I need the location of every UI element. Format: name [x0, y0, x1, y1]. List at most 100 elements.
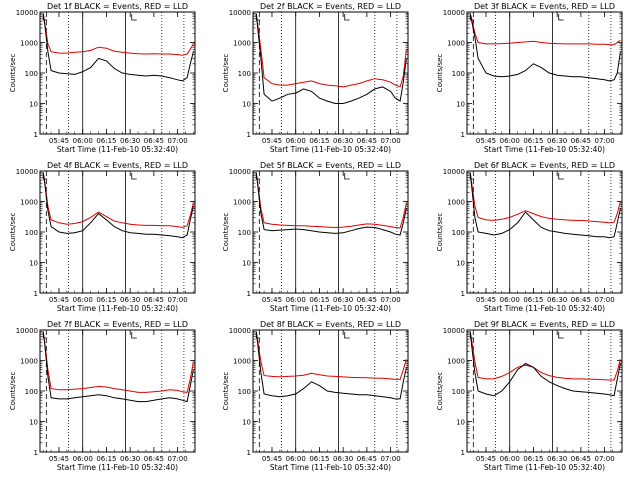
series-lld-line: [469, 172, 621, 224]
x-tick-label: 06:00: [500, 296, 520, 304]
plot-frame: [252, 170, 409, 294]
y-tick-label: 10: [456, 260, 465, 268]
y-tick-label: 1: [461, 131, 465, 139]
panel-det-6: Det 6f BLACK = Events, RED = LLD 1 10 100 10…: [436, 161, 623, 313]
x-tick-label: 06:00: [500, 455, 520, 463]
y-tick-label: 1: [247, 449, 251, 457]
x-tick-label: 06:30: [333, 137, 353, 145]
series-lld-line: [255, 331, 407, 380]
y-axis-label: Counts/sec: [436, 372, 444, 411]
x-tick-label: 06:15: [309, 296, 329, 304]
x-tick-label: 06:15: [523, 137, 543, 145]
time-bracket-mark: [131, 173, 137, 180]
x-tick-label: 06:00: [286, 296, 306, 304]
x-tick-label: 05:45: [476, 137, 496, 145]
panel-det-5: Det 5f BLACK = Events, RED = LLD 1 10 100 10…: [222, 161, 409, 313]
x-tick-label: 05:45: [262, 455, 282, 463]
x-axis-label: Start Time (11-Feb-10 05:32:40): [57, 145, 178, 154]
x-tick-label: 06:00: [73, 296, 93, 304]
y-tick-label: 100: [452, 229, 465, 237]
x-tick-label: 06:00: [73, 455, 93, 463]
panel-title: Det 3f BLACK = Events, RED = LLD: [474, 2, 615, 11]
x-tick-label: 05:45: [262, 137, 282, 145]
x-tick-label: 06:15: [96, 455, 116, 463]
x-axis-label: Start Time (11-Feb-10 05:32:40): [484, 463, 605, 472]
x-tick-label: 06:45: [357, 296, 377, 304]
series-events-line: [42, 331, 194, 403]
y-tick-label: 10000: [443, 168, 465, 176]
y-axis-label: Counts/sec: [436, 213, 444, 252]
x-tick-label: 06:30: [120, 137, 140, 145]
y-tick-label: 1000: [20, 199, 38, 207]
time-bracket-mark: [469, 15, 475, 21]
y-tick-label: 10: [29, 260, 38, 268]
x-tick-label: 06:00: [73, 137, 93, 145]
series-lld-line: [42, 13, 194, 56]
y-tick-label: 10000: [16, 327, 38, 335]
panel-det-3: Det 3f BLACK = Events, RED = LLD 1 10 100 10…: [436, 2, 623, 154]
series-events-line: [469, 172, 621, 239]
x-tick-label: 06:00: [500, 137, 520, 145]
x-tick-label: 06:45: [144, 296, 164, 304]
panel-title: Det 5f BLACK = Events, RED = LLD: [260, 161, 401, 170]
x-tick-label: 06:30: [333, 296, 353, 304]
series-events-line: [255, 331, 407, 400]
plot-frame: [466, 170, 623, 294]
x-tick-label: 06:30: [547, 296, 567, 304]
y-tick-label: 100: [238, 70, 251, 78]
series-lld-line: [469, 331, 621, 381]
panel-title: Det 7f BLACK = Events, RED = LLD: [47, 320, 188, 329]
y-tick-label: 10000: [16, 168, 38, 176]
x-tick-label: 05:45: [476, 296, 496, 304]
x-tick-label: 07:00: [595, 296, 615, 304]
y-tick-label: 1: [461, 449, 465, 457]
y-tick-label: 1: [247, 131, 251, 139]
y-tick-label: 100: [238, 229, 251, 237]
x-tick-label: 06:30: [120, 296, 140, 304]
series-events-line: [42, 172, 194, 239]
x-tick-label: 06:15: [96, 296, 116, 304]
y-axis-label: Counts/sec: [9, 372, 17, 411]
series-events-line: [255, 172, 407, 236]
x-tick-label: 06:00: [286, 137, 306, 145]
panel-title: Det 1f BLACK = Events, RED = LLD: [47, 2, 188, 11]
series-events-line: [469, 13, 621, 82]
time-bracket-mark: [558, 14, 564, 21]
x-tick-label: 06:45: [144, 137, 164, 145]
y-tick-label: 10000: [229, 327, 251, 335]
x-tick-label: 06:45: [144, 455, 164, 463]
y-tick-label: 1000: [233, 40, 251, 48]
y-tick-label: 10: [456, 419, 465, 427]
x-tick-label: 06:30: [547, 455, 567, 463]
x-tick-label: 07:00: [381, 296, 401, 304]
x-axis-label: Start Time (11-Feb-10 05:32:40): [270, 304, 391, 313]
x-tick-label: 05:45: [49, 137, 69, 145]
y-axis-label: Counts/sec: [9, 54, 17, 93]
plot-frame: [252, 329, 409, 453]
y-axis-label: Counts/sec: [222, 372, 230, 411]
panel-det-1: Det 1f BLACK = Events, RED = LLD 1 10 100 10…: [9, 2, 196, 154]
y-tick-label: 10000: [229, 9, 251, 17]
x-tick-label: 07:00: [381, 137, 401, 145]
series-lld-line: [42, 172, 194, 229]
x-axis-label: Start Time (11-Feb-10 05:32:40): [484, 304, 605, 313]
x-tick-label: 06:15: [309, 455, 329, 463]
y-axis-label: Counts/sec: [436, 54, 444, 93]
x-tick-label: 06:45: [571, 455, 591, 463]
y-tick-label: 1: [34, 449, 38, 457]
panel-title: Det 8f BLACK = Events, RED = LLD: [260, 320, 401, 329]
x-tick-label: 06:45: [571, 296, 591, 304]
x-tick-label: 05:45: [49, 455, 69, 463]
y-tick-label: 1: [247, 290, 251, 298]
panel-title: Det 4f BLACK = Events, RED = LLD: [47, 161, 188, 170]
x-tick-label: 07:00: [595, 455, 615, 463]
y-tick-label: 10: [242, 101, 251, 109]
x-tick-label: 06:15: [523, 455, 543, 463]
x-tick-label: 07:00: [595, 137, 615, 145]
y-tick-label: 10000: [229, 168, 251, 176]
y-tick-label: 10: [29, 101, 38, 109]
y-tick-label: 1000: [447, 40, 465, 48]
series-events-line: [255, 13, 407, 104]
time-bracket-mark: [131, 14, 137, 21]
